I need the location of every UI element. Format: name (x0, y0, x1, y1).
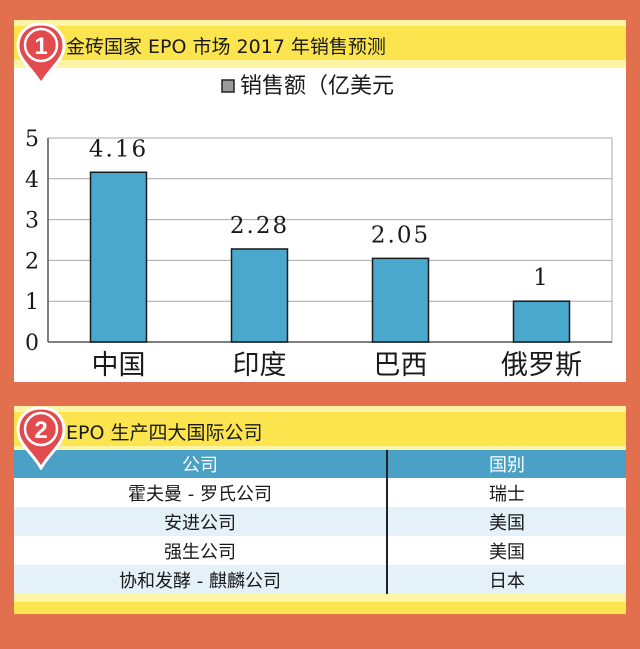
companies-panel: EPO 生产四大国际公司 公司 国别 霍夫曼 - 罗氏公司 瑞士 安进公司 美国 (14, 406, 626, 614)
y-tick-label: 5 (25, 127, 39, 152)
country-cell: 日本 (387, 565, 626, 594)
x-tick-label: 中国 (92, 350, 146, 381)
legend-label: 销售额（亿美元 (240, 74, 394, 99)
country-cell: 美国 (387, 507, 626, 536)
header-company: 公司 (14, 450, 388, 478)
company-cell: 强生公司 (14, 536, 388, 565)
number-pin-icon: 1 (16, 22, 66, 86)
country-cell: 瑞士 (387, 478, 626, 507)
number-pin-icon: 2 (16, 406, 66, 470)
table-row: 强生公司 美国 (14, 536, 626, 565)
bar (512, 300, 571, 343)
data-label: 1 (533, 265, 550, 291)
table-header-row: 公司 国别 (14, 450, 626, 478)
section1-number: 1 (34, 33, 47, 60)
country-cell: 美国 (387, 536, 626, 565)
table-row: 霍夫曼 - 罗氏公司 瑞士 (14, 478, 626, 507)
companies-table: 公司 国别 霍夫曼 - 罗氏公司 瑞士 安进公司 美国 强生公司 美国 (14, 450, 626, 594)
y-tick-label: 3 (25, 209, 39, 234)
bar (371, 257, 430, 343)
company-cell: 安进公司 (14, 507, 388, 536)
section2-number: 2 (34, 417, 47, 444)
bar-chart: 销售额（亿美元 0 1 2 3 4 5 4.16 中国 2.28 印度 2.05 巴西 1 俄罗斯 (25, 74, 613, 381)
sales-forecast-panel: 金砖国家 EPO 市场 2017 年销售预测 销售额（亿美元 0 1 2 3 4 5 4.16… (14, 20, 626, 382)
x-tick-label: 巴西 (374, 350, 428, 381)
legend-swatch (221, 79, 235, 93)
bar (89, 171, 148, 343)
data-label: 4.16 (89, 136, 148, 162)
data-label: 2.05 (371, 222, 430, 248)
company-cell: 协和发酵 - 麒麟公司 (14, 565, 388, 594)
section2-title-bar: EPO 生产四大国际公司 (14, 412, 626, 446)
y-tick-label: 1 (25, 290, 39, 315)
data-label: 2.28 (230, 213, 289, 239)
y-tick-label: 0 (25, 331, 39, 356)
bar (230, 248, 289, 343)
x-tick-label: 俄罗斯 (501, 350, 582, 381)
section1-title-bar: 金砖国家 EPO 市场 2017 年销售预测 (14, 26, 626, 60)
section1-title: 金砖国家 EPO 市场 2017 年销售预测 (66, 36, 386, 58)
x-tick-label: 印度 (233, 350, 287, 381)
table-row: 协和发酵 - 麒麟公司 日本 (14, 565, 626, 594)
chart-area: 销售额（亿美元 0 1 2 3 4 5 4.16 中国 2.28 印度 2.05 巴西 1 俄罗斯 (14, 68, 626, 382)
panel-bottom-bar (14, 602, 626, 614)
table-row: 安进公司 美国 (14, 507, 626, 536)
y-tick-label: 2 (25, 249, 39, 274)
company-cell: 霍夫曼 - 罗氏公司 (14, 478, 388, 507)
header-country: 国别 (387, 450, 626, 478)
y-tick-label: 4 (25, 168, 39, 193)
section2-title: EPO 生产四大国际公司 (66, 422, 263, 444)
